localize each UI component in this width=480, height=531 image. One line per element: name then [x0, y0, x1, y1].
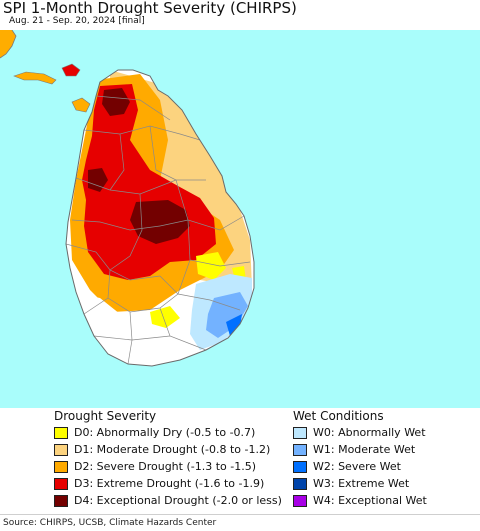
swatch-d3	[54, 477, 68, 490]
map-canvas	[0, 30, 480, 408]
swatch-d0	[54, 426, 68, 439]
map	[0, 30, 480, 408]
legend-label-d4: D4: Exceptional Drought (-2.0 or less)	[74, 494, 282, 507]
islet-mannar	[71, 97, 91, 113]
legend-heading-wet: Wet Conditions	[293, 409, 384, 423]
coastline	[65, 69, 255, 367]
legend-label-d2: D2: Severe Drought (-1.3 to -1.5)	[74, 460, 257, 473]
legend-label-w0: W0: Abnormally Wet	[313, 426, 426, 439]
islet-north	[61, 63, 81, 77]
india-coast	[0, 30, 16, 58]
legend-label-d1: D1: Moderate Drought (-0.8 to -1.2)	[74, 443, 271, 456]
legend-label-w2: W2: Severe Wet	[313, 460, 401, 473]
legend-item-w2: W2: Severe Wet	[293, 458, 427, 475]
map-subtitle: Aug. 21 - Sep. 20, 2024 [final]	[9, 16, 145, 26]
swatch-w2	[293, 460, 307, 473]
legend-item-w0: W0: Abnormally Wet	[293, 424, 427, 441]
legend-item-d0: D0: Abnormally Dry (-0.5 to -0.7)	[54, 424, 282, 441]
legend-item-w4: W4: Exceptional Wet	[293, 492, 427, 509]
legend-item-w1: W1: Moderate Wet	[293, 441, 427, 458]
swatch-d4	[54, 494, 68, 507]
swatch-w3	[293, 477, 307, 490]
district-boundaries	[66, 95, 251, 365]
swatch-d2	[54, 460, 68, 473]
islet-west	[13, 71, 57, 85]
legend-wet: Wet Conditions W0: Abnormally Wet W1: Mo…	[293, 408, 427, 509]
source-credit: Source: CHIRPS, UCSB, Climate Hazards Ce…	[0, 514, 480, 530]
drought-field	[66, 70, 254, 366]
legend-label-d3: D3: Extreme Drought (-1.6 to -1.9)	[74, 477, 265, 490]
legend-drought: Drought Severity D0: Abnormally Dry (-0.…	[54, 408, 282, 509]
legend-item-d3: D3: Extreme Drought (-1.6 to -1.9)	[54, 475, 282, 492]
legend-label-d0: D0: Abnormally Dry (-0.5 to -0.7)	[74, 426, 256, 439]
legend-label-w1: W1: Moderate Wet	[313, 443, 416, 456]
legend: Drought Severity D0: Abnormally Dry (-0.…	[0, 408, 480, 508]
legend-item-d1: D1: Moderate Drought (-0.8 to -1.2)	[54, 441, 282, 458]
legend-item-w3: W3: Extreme Wet	[293, 475, 427, 492]
legend-item-d2: D2: Severe Drought (-1.3 to -1.5)	[54, 458, 282, 475]
swatch-w4	[293, 494, 307, 507]
legend-label-w4: W4: Exceptional Wet	[313, 494, 427, 507]
map-title: SPI 1-Month Drought Severity (CHIRPS)	[3, 0, 297, 17]
legend-label-w3: W3: Extreme Wet	[313, 477, 410, 490]
legend-item-d4: D4: Exceptional Drought (-2.0 or less)	[54, 492, 282, 509]
swatch-w1	[293, 443, 307, 456]
swatch-w0	[293, 426, 307, 439]
swatch-d1	[54, 443, 68, 456]
legend-heading-drought: Drought Severity	[54, 409, 157, 423]
